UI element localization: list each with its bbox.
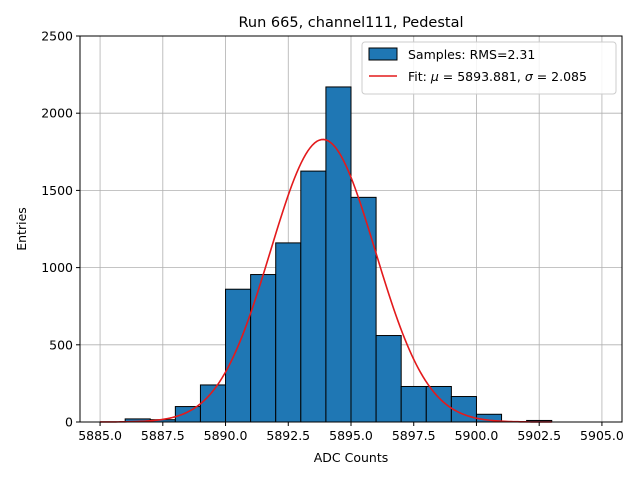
legend-histogram-label: Samples: RMS=2.31	[408, 47, 535, 62]
histogram-bar	[275, 242, 302, 423]
y-axis-label: Entries	[14, 207, 29, 251]
histogram-bar	[300, 170, 327, 423]
chart-title: Run 665, channel111, Pedestal	[238, 15, 463, 31]
histogram-bars	[124, 86, 553, 423]
y-tick-label: 1000	[41, 260, 73, 275]
legend-fit-mu-value: = 5893.881,	[439, 69, 525, 84]
x-tick-label: 5890.0	[204, 428, 248, 443]
gaussian-fit-curve	[100, 138, 552, 423]
legend-fit-mu-symbol: μ	[430, 69, 439, 84]
legend-fit-label: Fit: μ = 5893.881, σ = 2.085	[408, 69, 587, 84]
histogram-bar	[250, 274, 277, 423]
y-tick-label: 1500	[41, 183, 73, 198]
histogram-bar	[400, 385, 427, 423]
fit-curve-layer	[100, 138, 552, 423]
y-tick-label: 500	[49, 337, 73, 352]
legend-box	[361, 41, 617, 95]
x-tick-label: 5897.5	[392, 428, 436, 443]
histogram-bar	[450, 396, 477, 423]
x-tick-label: 5892.5	[266, 428, 310, 443]
x-tick-label: 5905.0	[580, 428, 624, 443]
y-tick-label: 2500	[41, 29, 73, 44]
x-tick-label: 5895.0	[329, 428, 373, 443]
x-tick-label: 5887.5	[141, 428, 185, 443]
histogram-bar	[375, 335, 402, 423]
histogram-bar	[225, 288, 252, 423]
histogram-bar	[174, 406, 201, 423]
x-axis-ticks: 5885.0 5887.5 5890.0 5892.5 5895.0 5897.5 5900…	[78, 422, 624, 443]
histogram-bar	[325, 86, 352, 423]
legend-fit-prefix: Fit:	[408, 69, 431, 84]
x-tick-label: 5900.0	[455, 428, 499, 443]
x-axis-label: ADC Counts	[314, 450, 389, 465]
y-tick-label: 2000	[41, 106, 73, 121]
legend-histogram-swatch	[368, 47, 398, 61]
legend-fit-sigma-symbol: σ	[525, 69, 534, 84]
x-tick-label: 5902.5	[517, 428, 561, 443]
histogram-bar	[425, 385, 452, 423]
legend-fit-sigma-value: = 2.085	[533, 69, 587, 84]
histogram-bar	[350, 196, 377, 423]
y-tick-label: 0	[65, 415, 73, 430]
legend: Samples: RMS=2.31 Fit: μ = 5893.881, σ =…	[361, 41, 617, 95]
x-tick-label: 5885.0	[78, 428, 122, 443]
y-axis-ticks: 0 500 1000 1500 2000 2500	[41, 29, 80, 430]
